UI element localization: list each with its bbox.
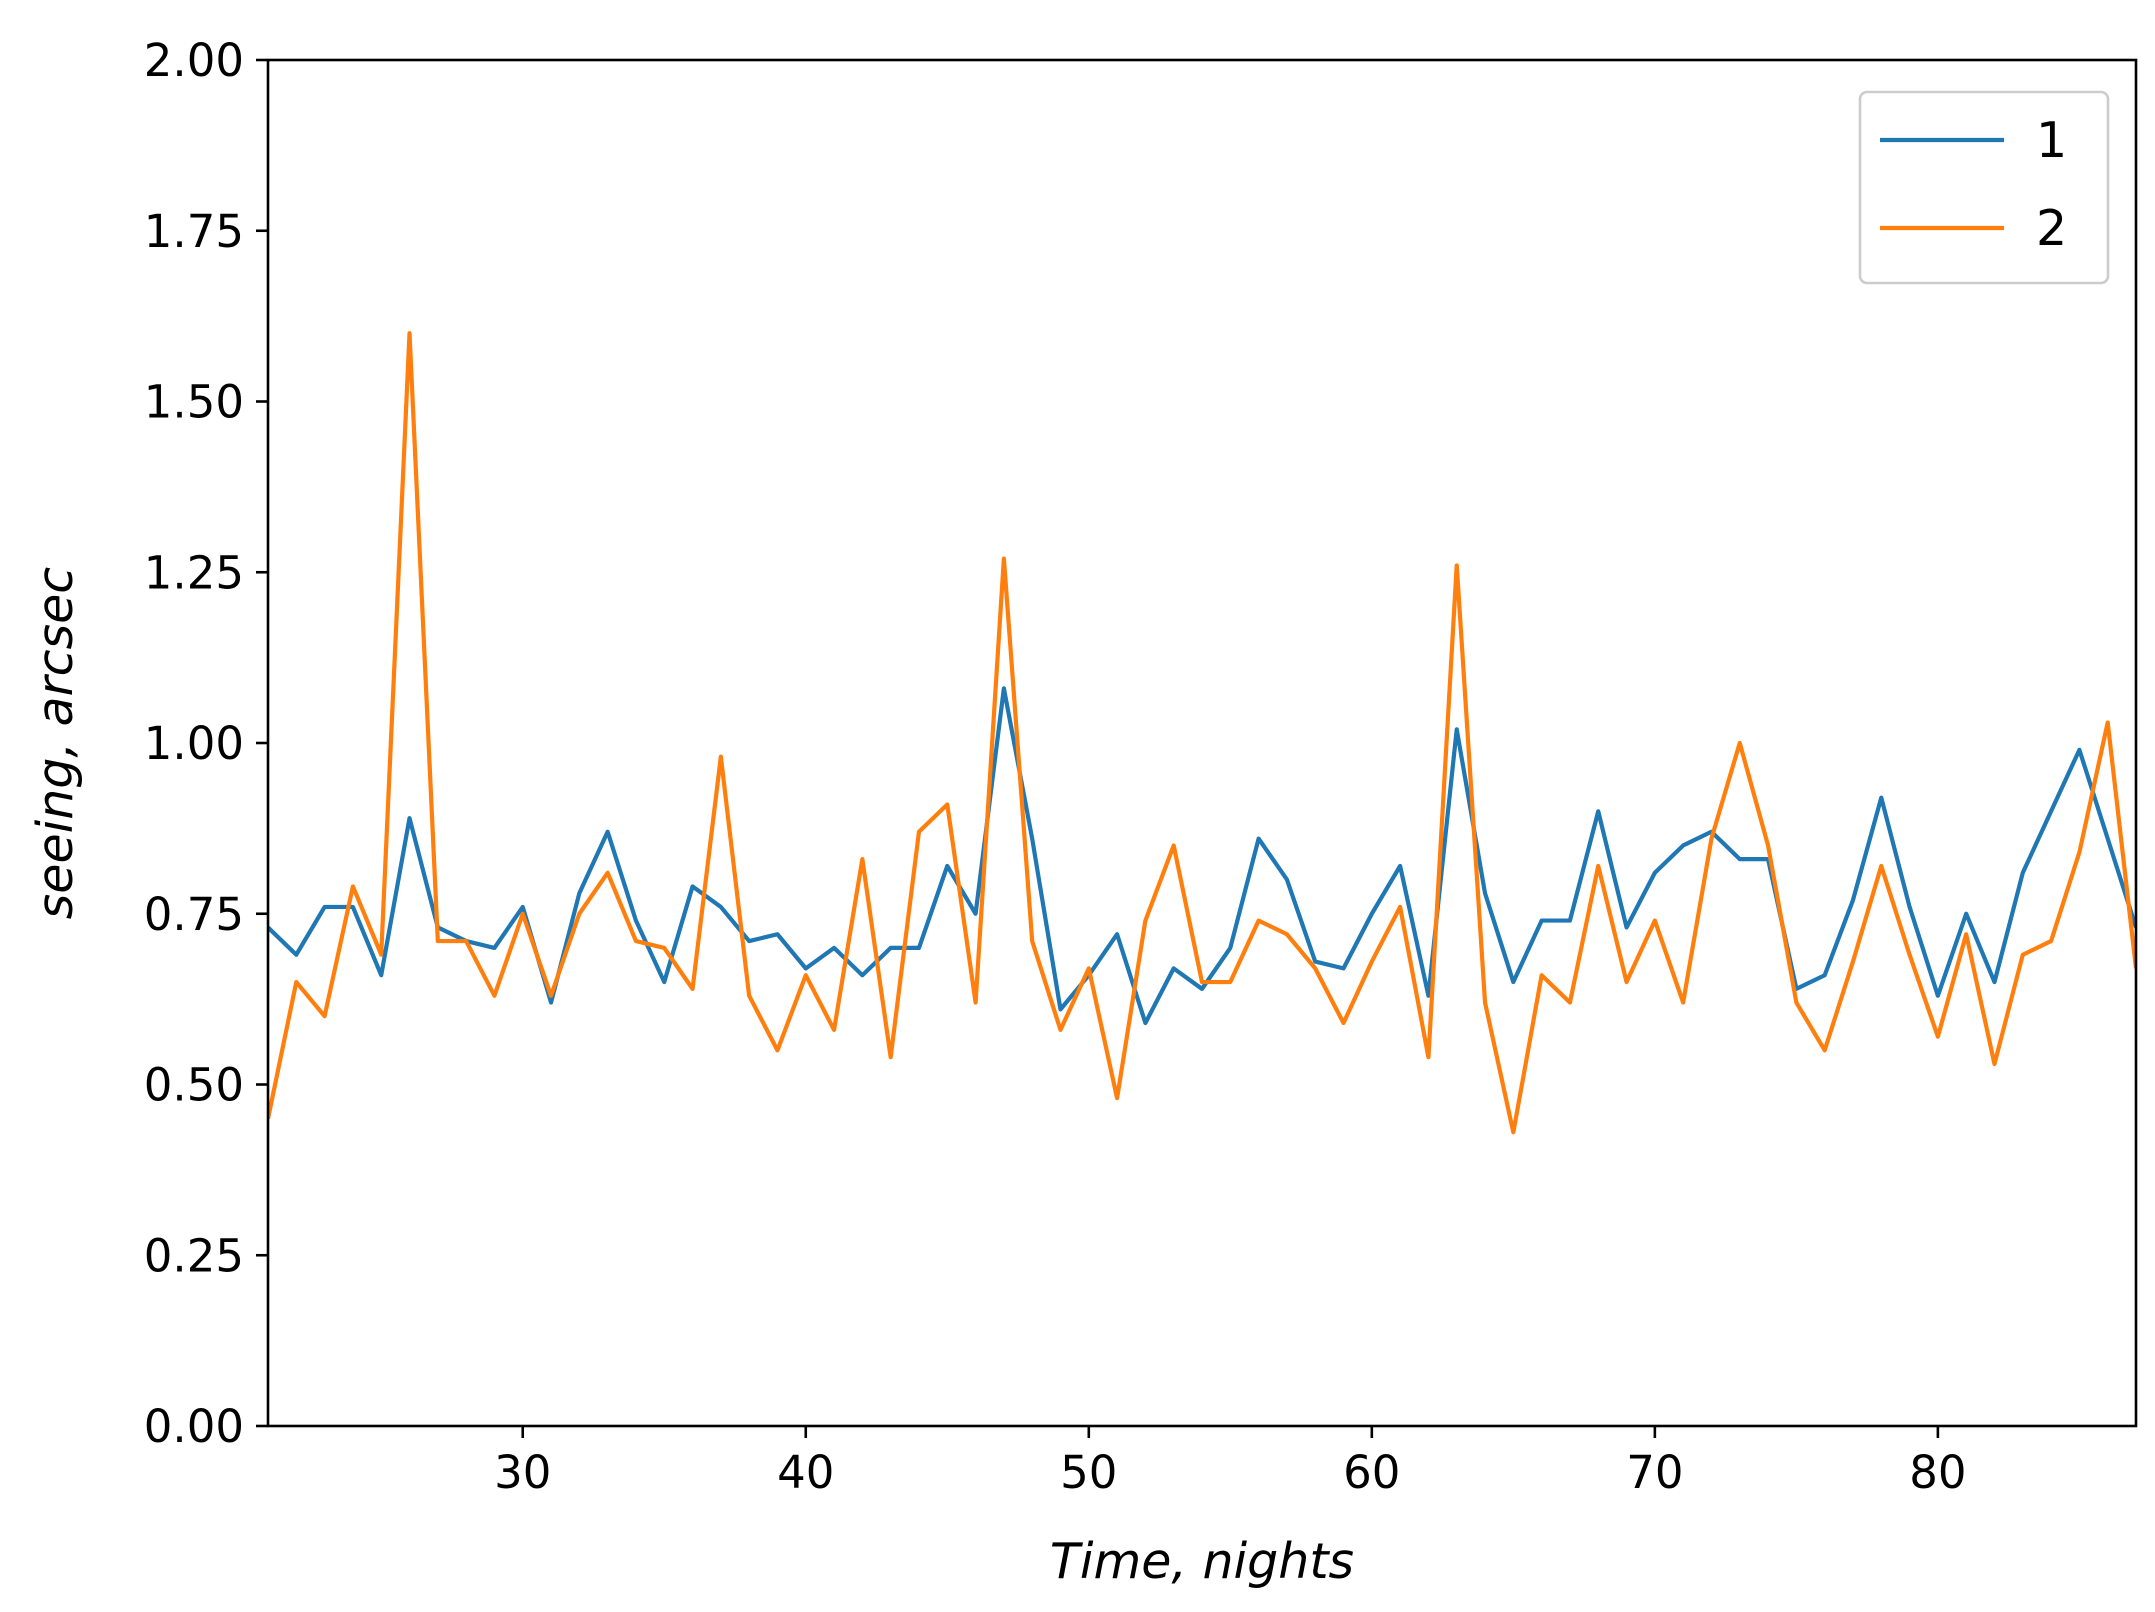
x-tick-label: 40 xyxy=(777,1446,834,1499)
legend-label-2: 2 xyxy=(2036,200,2067,257)
y-tick-label: 0.50 xyxy=(144,1059,244,1112)
x-axis-ticks: 30 40 50 60 70 80 xyxy=(494,1426,1967,1499)
y-tick-label: 0.00 xyxy=(144,1400,244,1453)
y-axis-ticks: 0.00 0.25 0.50 0.75 1.00 1.25 1.50 1.75 2.00 xyxy=(144,34,268,1453)
y-tick-label: 1.75 xyxy=(144,205,244,258)
y-tick-label: 0.75 xyxy=(144,888,244,941)
y-tick-label: 1.25 xyxy=(144,546,244,599)
y-tick-label: 0.25 xyxy=(144,1229,244,1282)
legend-frame xyxy=(1858,90,2110,285)
y-tick-label: 2.00 xyxy=(144,34,244,87)
series-line-2 xyxy=(268,331,2136,1135)
x-tick-label: 80 xyxy=(1909,1446,1966,1499)
y-tick-label: 1.50 xyxy=(144,376,244,429)
x-tick-label: 50 xyxy=(1060,1446,1117,1499)
y-axis-label: seeing, arcsec xyxy=(27,567,84,920)
plot-frame xyxy=(266,58,2138,1428)
x-axis-label: Time, nights xyxy=(1050,1533,1354,1590)
series-layer xyxy=(268,331,2136,1135)
x-tick-label: 60 xyxy=(1343,1446,1400,1499)
legend-label-1: 1 xyxy=(2036,112,2067,169)
y-tick-label: 1.00 xyxy=(144,717,244,770)
x-tick-label: 70 xyxy=(1626,1446,1683,1499)
legend-entries: 12 xyxy=(1880,112,2067,257)
x-tick-label: 30 xyxy=(494,1446,551,1499)
series-line-1 xyxy=(268,686,2136,1026)
legend: 12 xyxy=(1858,90,2110,285)
